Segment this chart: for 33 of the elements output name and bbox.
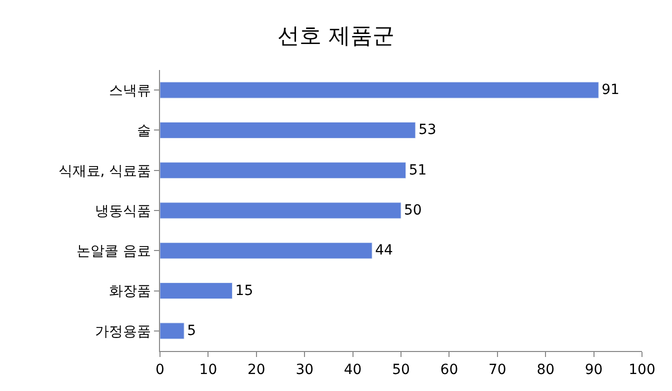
data-label: 15 <box>235 282 254 299</box>
data-label: 91 <box>602 82 620 98</box>
bar <box>160 282 233 300</box>
y-tick-label: 식재료, 식료품 <box>58 163 152 180</box>
x-tick-label: 10 <box>199 362 218 378</box>
y-tick-label: 가정용품 <box>95 324 152 340</box>
data-label: 50 <box>404 202 422 218</box>
chart-title: 선호 제품군 <box>278 24 394 49</box>
x-tick-label: 100 <box>628 362 656 378</box>
y-tick-label: 냉동식품 <box>95 203 152 220</box>
x-tick-label: 40 <box>344 362 362 378</box>
data-label: 5 <box>187 322 196 339</box>
x-tick-label: 80 <box>536 362 555 378</box>
x-tick-label: 0 <box>156 362 164 378</box>
y-tick-label: 논알콜 음료 <box>76 244 152 260</box>
data-label: 53 <box>418 122 436 138</box>
bar <box>160 162 406 179</box>
bar <box>160 82 599 98</box>
x-tick-label: 30 <box>296 362 314 378</box>
x-tick-label: 50 <box>392 362 410 378</box>
y-tick-label: 화장품 <box>109 284 152 300</box>
y-tick-label: 스낵류 <box>109 82 152 99</box>
data-label: 51 <box>408 162 427 178</box>
x-tick-label: 60 <box>440 362 458 378</box>
bar <box>160 122 416 138</box>
bar <box>160 242 372 259</box>
y-tick-label: 술 <box>137 123 152 140</box>
x-tick-label: 70 <box>488 362 506 378</box>
x-tick-label: 20 <box>247 362 266 378</box>
x-tick-label: 90 <box>584 362 603 378</box>
data-label: 44 <box>375 242 393 259</box>
bar <box>160 322 184 340</box>
bar <box>160 202 402 219</box>
